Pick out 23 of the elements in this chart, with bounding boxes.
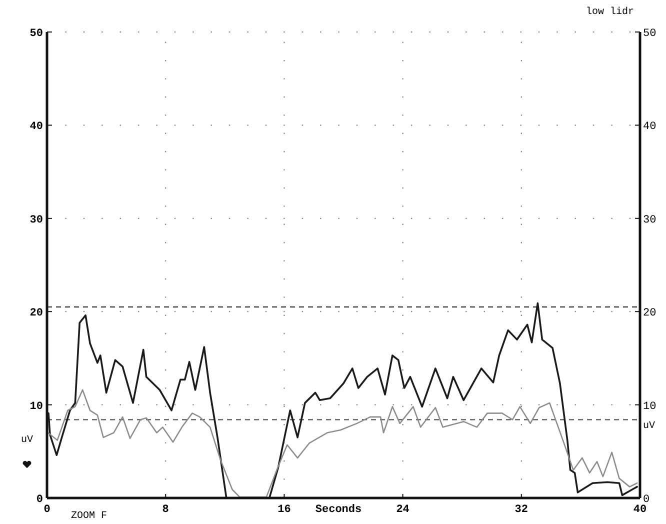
y2-tick-label: 40	[643, 121, 656, 134]
y-tick-label: 20	[30, 308, 43, 320]
x-tick-label: 32	[514, 504, 528, 516]
x-tick-label: 24	[396, 504, 410, 516]
y2-tick-label: 0	[643, 494, 650, 506]
y-axis-title: uV	[20, 435, 34, 446]
text: ZOOM F	[71, 511, 108, 522]
text: low lidr	[586, 6, 634, 18]
y-tick-label: 50	[30, 28, 43, 40]
y2-tick-label: 50	[643, 28, 656, 40]
y2-tick-label: 30	[643, 214, 656, 226]
x-tick-label: 16	[278, 504, 291, 516]
y-tick-label: 30	[30, 214, 43, 226]
x-axis-title: Seconds	[315, 504, 362, 516]
x-tick-label: 40	[633, 504, 647, 516]
y2-axis-title: uV	[643, 421, 656, 432]
x-tick-label: 0	[44, 504, 50, 516]
x-tick-label: 8	[162, 504, 170, 516]
y2-tick-label: 20	[643, 308, 656, 320]
y2-tick-label: 10	[643, 400, 656, 413]
y-tick-label: 0	[36, 494, 43, 506]
y-tick-label: 10	[30, 400, 43, 413]
y-tick-label: 40	[30, 121, 43, 134]
